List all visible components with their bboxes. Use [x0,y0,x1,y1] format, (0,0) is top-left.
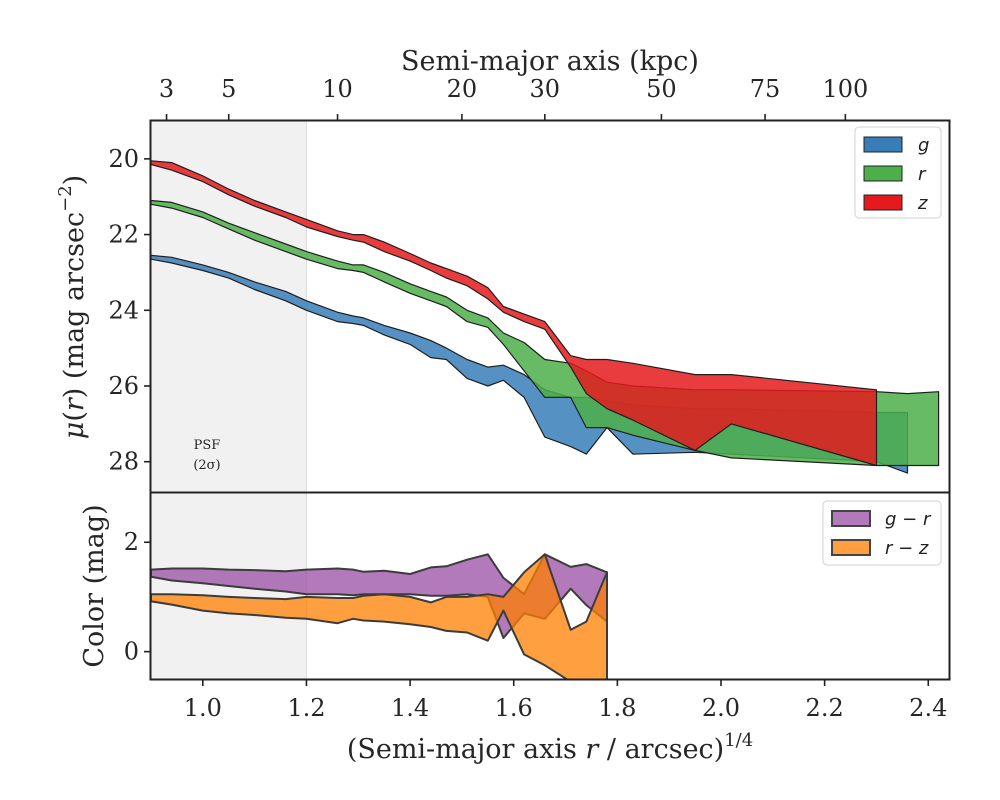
bottom-axis-title: (Semi-major axis r / arcsec)1/4 [347,730,753,765]
legend-swatch-g-r [831,510,871,527]
x-tick-label: 2.2 [806,694,844,722]
legend-label-r: r [918,164,927,185]
x-tick-label: 1.2 [287,694,325,722]
legend-label-z: z [917,193,928,214]
top-x-tick-label: 20 [447,75,478,103]
bottom-axis-title-var: r [585,734,600,765]
y-tick-label: 26 [108,372,139,400]
bottom-axis-title-prefix: (Semi-major axis [347,734,586,765]
top-panel-y-title: μ(r) (mag arcsec−2) [55,175,90,439]
legend-swatch-r [863,165,903,182]
x-tick-label: 1.4 [391,694,429,722]
top-x-tick-label: 75 [750,75,781,103]
color-y-tick-label: 2 [124,528,139,556]
x-tick-label: 2.4 [909,694,947,722]
psf-label-line2: (2σ) [193,458,220,473]
top-x-tick-label: 30 [530,75,561,103]
top-x-tick-label: 3 [159,75,174,103]
color-bands [151,553,608,679]
top-axis-title: Semi-major axis (kpc) [401,46,699,77]
y-title-mu: μ [59,422,90,440]
y-tick-label: 20 [108,145,139,173]
y-tick-label: 22 [108,221,139,249]
psf-label-line1: PSF [194,438,221,453]
psf-shade-top [151,121,307,492]
legend-swatch-g [863,136,903,153]
x-tick-label: 1.6 [495,694,533,722]
band-z [151,160,878,467]
legend-bottom: g − r r − z [822,500,942,566]
bottom-axis-title-exp: 1/4 [724,730,753,751]
legend-label-g-r: g − r [885,509,932,530]
legend-swatch-r-z [831,539,871,556]
bottom-panel-y-title: Color (mag) [79,504,110,667]
legend-label-g: g [918,135,929,156]
top-x-tick-label: 100 [822,75,868,103]
bottom-axis-title-suffix: / arcsec) [598,734,724,765]
top-x-tick-label: 50 [646,75,677,103]
axis-ticks: 1.0 1.2 1.4 1.6 1.8 2.0 2.2 2.43 5 10 20 30 50 75 1002… [108,75,947,722]
surface-brightness-bands [151,160,940,474]
legend-label-r-z: r − z [885,538,929,559]
legend-swatch-z [863,194,903,211]
top-x-tick-label: 10 [322,75,353,103]
bottom-panel-frame [149,491,951,681]
y-tick-label: 24 [108,296,139,324]
x-tick-label: 1.8 [598,694,636,722]
top-x-tick-label: 5 [221,75,236,103]
y-tick-label: 28 [108,448,139,476]
x-tick-label: 1.0 [184,694,222,722]
x-tick-label: 2.0 [702,694,740,722]
band-rz [151,553,608,679]
legend-top: g r z [854,126,942,219]
color-y-tick-label: 0 [124,638,139,666]
